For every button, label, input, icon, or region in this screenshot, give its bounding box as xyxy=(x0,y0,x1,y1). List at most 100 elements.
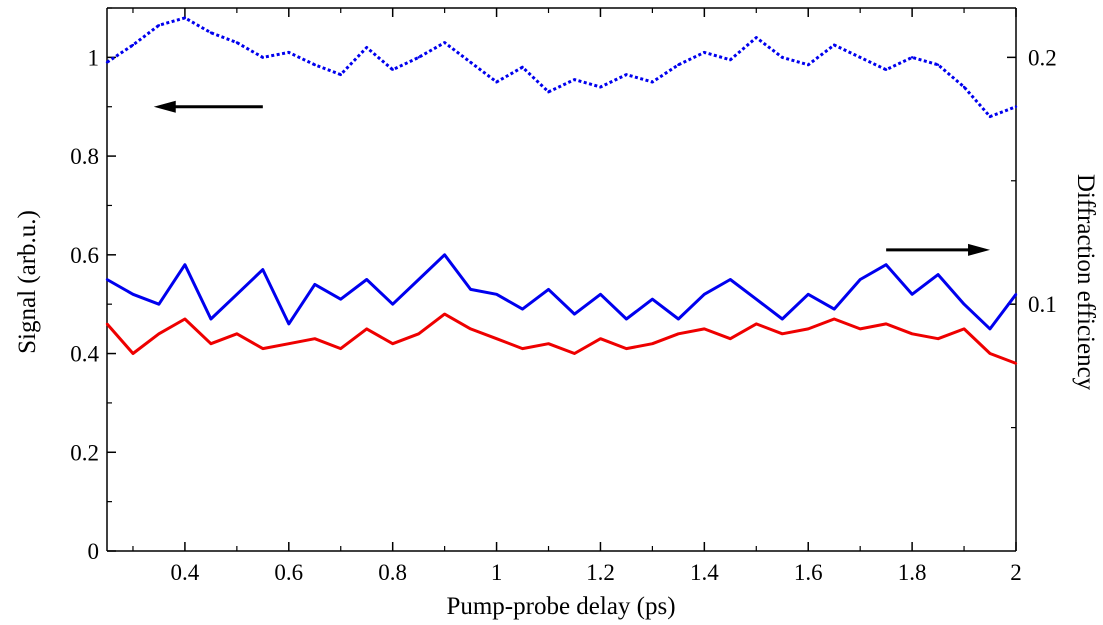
data-point xyxy=(131,352,135,355)
data-point xyxy=(209,317,213,321)
data-point xyxy=(573,352,576,355)
data-point xyxy=(599,337,602,340)
data-point xyxy=(703,327,706,331)
data-point xyxy=(833,307,836,311)
data-point xyxy=(988,352,992,355)
data-point xyxy=(677,317,680,321)
data-point xyxy=(235,41,239,44)
data-point xyxy=(443,41,446,44)
data-point xyxy=(936,63,940,66)
x-tick-label: 1.2 xyxy=(586,560,615,585)
x-tick-label: 0.8 xyxy=(378,560,407,585)
data-point xyxy=(910,332,914,335)
arrow-left xyxy=(153,100,263,113)
data-point xyxy=(599,293,602,296)
data-point xyxy=(261,347,265,350)
data-point xyxy=(469,288,472,291)
series-2-solid xyxy=(105,312,1018,365)
data-point xyxy=(677,63,680,66)
data-point xyxy=(625,317,628,321)
data-point xyxy=(936,273,940,276)
data-point xyxy=(495,80,498,84)
data-point xyxy=(573,312,576,316)
data-point xyxy=(417,278,420,281)
data-point xyxy=(209,342,213,345)
data-point xyxy=(884,263,888,266)
arrow-head xyxy=(968,243,991,256)
series-1-solid xyxy=(105,253,1018,331)
data-point xyxy=(936,337,940,340)
data-point xyxy=(781,317,784,321)
data-point xyxy=(625,347,628,350)
y-tick-label: 0 xyxy=(88,539,100,564)
data-point xyxy=(261,268,265,271)
data-point xyxy=(858,56,862,59)
data-point xyxy=(651,80,654,84)
data-point xyxy=(235,332,239,335)
data-point xyxy=(521,347,524,350)
series-0-dotted xyxy=(105,16,1018,119)
data-point xyxy=(677,332,680,335)
data-point xyxy=(807,293,810,296)
series-line xyxy=(105,312,1017,365)
arrow-head xyxy=(153,100,176,113)
data-point xyxy=(157,24,161,27)
data-point xyxy=(157,332,161,335)
data-point xyxy=(755,36,758,39)
data-point xyxy=(105,322,109,326)
data-point xyxy=(1014,362,1018,365)
data-point xyxy=(183,317,187,321)
data-point xyxy=(339,73,342,76)
y-tick-label: 0.4 xyxy=(70,342,99,367)
data-point xyxy=(391,342,394,345)
data-point xyxy=(365,327,368,331)
data-point xyxy=(235,293,239,296)
data-point xyxy=(547,288,550,291)
arrows-layer xyxy=(153,100,991,256)
data-point xyxy=(495,337,498,340)
data-point xyxy=(521,66,524,69)
data-point xyxy=(105,61,109,64)
y-tick-label: 0.6 xyxy=(70,243,99,268)
data-point xyxy=(391,68,394,71)
series-line xyxy=(106,16,1017,119)
data-point xyxy=(858,327,862,331)
data-point xyxy=(988,115,992,118)
data-point xyxy=(131,43,135,47)
data-point xyxy=(910,56,914,59)
data-point xyxy=(547,90,550,94)
data-point xyxy=(313,337,316,340)
data-point xyxy=(884,322,888,326)
x-tick-label: 1 xyxy=(491,560,503,585)
data-point xyxy=(391,302,394,306)
data-point xyxy=(365,46,368,49)
y-tick-label: 0.2 xyxy=(70,440,99,465)
data-point xyxy=(183,263,187,266)
data-point xyxy=(599,85,602,89)
data-point xyxy=(313,283,316,286)
x-tick-label: 1.6 xyxy=(794,560,823,585)
data-point xyxy=(1014,293,1018,296)
y-axis-title-right: Diffraction efficiency xyxy=(1072,174,1099,391)
data-point xyxy=(625,73,628,76)
data-point xyxy=(651,342,654,345)
x-tick-label: 1.4 xyxy=(690,560,719,585)
data-point xyxy=(443,253,446,257)
data-point xyxy=(131,293,135,296)
data-point xyxy=(443,312,446,316)
data-point xyxy=(365,278,368,281)
data-point xyxy=(703,293,706,296)
y-axis-title-left: Signal (arb.u.) xyxy=(14,210,41,354)
data-point xyxy=(417,56,420,59)
y-tick-label: 1 xyxy=(88,45,100,70)
data-point xyxy=(729,278,732,281)
arrow-right xyxy=(886,243,991,256)
data-point xyxy=(729,337,732,340)
x-tick-label: 0.6 xyxy=(274,560,303,585)
data-point xyxy=(573,78,576,81)
ticks-layer: 0.4 0.6 0.8 1 1.2 1.4 1.6 1.8 2 0 0.2 0.4 0.6 0.8 1 0.1… xyxy=(70,7,1057,585)
data-point xyxy=(833,317,836,321)
data-point xyxy=(261,56,265,59)
data-point xyxy=(287,51,290,54)
